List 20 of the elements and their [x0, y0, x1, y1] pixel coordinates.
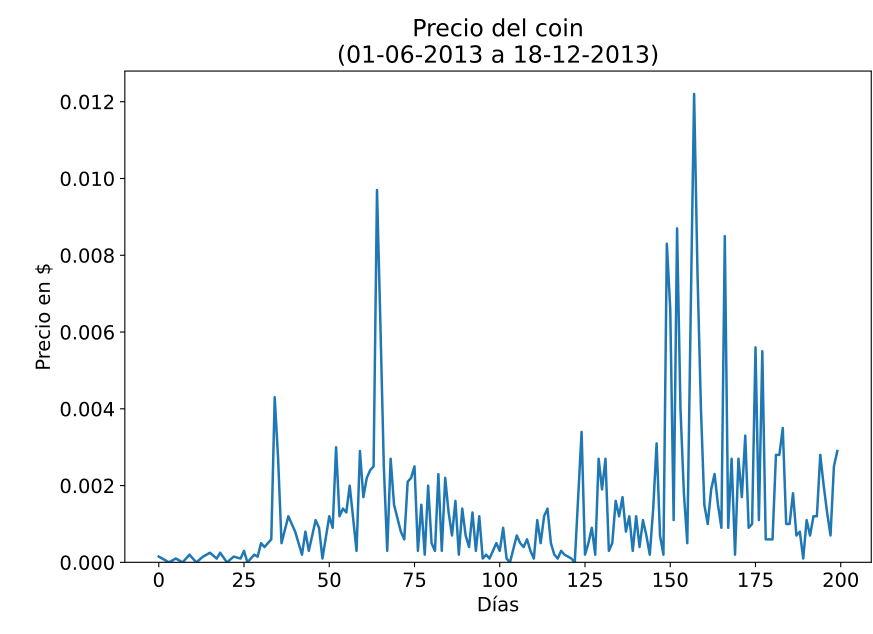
y-axis-title: Precio en $	[35, 264, 53, 369]
y-tick-label: 0.000	[60, 555, 114, 570]
y-tick-label: 0.006	[60, 324, 114, 340]
y-tick-label: 0.002	[60, 478, 114, 494]
line-series	[158, 92, 839, 562]
x-tick-label: 0	[154, 572, 164, 588]
y-tick-label: 0.010	[60, 171, 114, 186]
x-tick-label: 25	[233, 572, 255, 588]
x-axis-title: Días	[478, 596, 518, 612]
x-tick-label: 200	[824, 572, 858, 588]
y-tick-label: 0.004	[60, 402, 114, 416]
x-tick-label: 125	[568, 572, 602, 588]
y-tick-label: 0.008	[60, 248, 114, 263]
y-tick-label: 0.012	[60, 94, 114, 110]
x-tick-label: 100	[483, 572, 518, 588]
x-tick-label: 175	[739, 572, 772, 588]
x-tick-label: 75	[404, 572, 426, 588]
x-tick-label: 50	[318, 572, 340, 588]
x-tick-label: 150	[654, 572, 688, 588]
chart-title: Precio del coin (01-06-2013 a 18-12-2013)	[338, 18, 658, 66]
